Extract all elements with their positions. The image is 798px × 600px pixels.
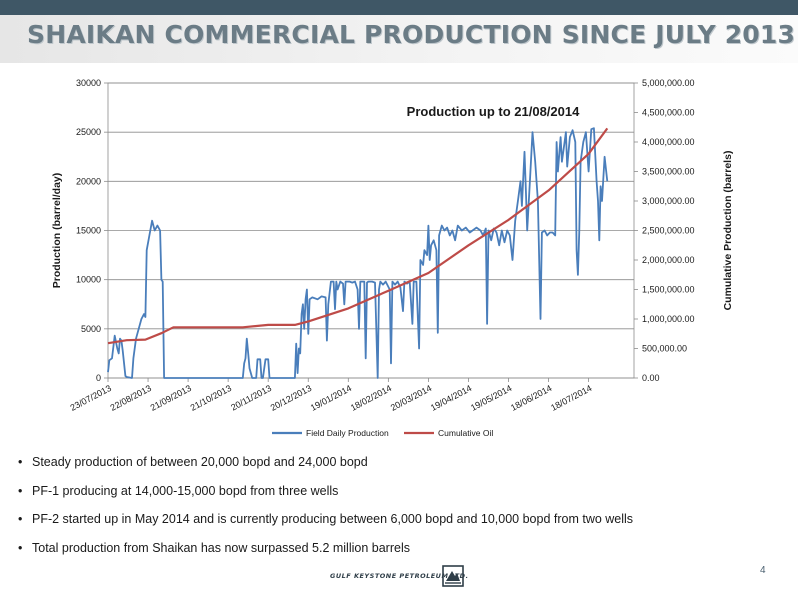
y2-tick-label: 0.00	[642, 373, 660, 383]
y2-tick-label: 4,000,000.00	[642, 137, 695, 147]
bullet-item: Total production from Shaikan has now su…	[18, 541, 778, 555]
x-tick-label: 18/07/2014	[549, 383, 593, 413]
chart-title: Production up to 21/08/2014	[407, 104, 580, 119]
logo-text: GULF KEYSTONE PETROLEUM LTD.	[330, 572, 469, 580]
slide-title: SHAIKAN COMMERCIAL PRODUCTION SINCE JULY…	[27, 20, 796, 49]
y-tick-label: 30000	[76, 78, 101, 88]
page-number: 4	[760, 565, 766, 576]
y2-tick-label: 1,500,000.00	[642, 285, 695, 295]
x-tick-label: 18/02/2014	[349, 383, 393, 413]
top-bar	[0, 0, 798, 15]
bullet-item: PF-1 producing at 14,000-15,000 bopd fro…	[18, 484, 778, 498]
y-tick-label: 10000	[76, 275, 101, 285]
keystone-logo-icon	[442, 565, 464, 587]
x-tick-label: 18/06/2014	[509, 383, 553, 413]
x-tick-label: 19/01/2014	[309, 383, 353, 413]
y-tick-label: 25000	[76, 127, 101, 137]
y2-tick-label: 3,000,000.00	[642, 196, 695, 206]
y2-axis-label: Cumulative Production (barrels)	[722, 151, 734, 311]
y2-tick-label: 5,000,000.00	[642, 78, 695, 88]
x-tick-label: 20/12/2013	[269, 383, 313, 413]
y-tick-label: 0	[96, 373, 101, 383]
x-tick-label: 21/10/2013	[189, 383, 233, 413]
y2-tick-label: 500,000.00	[642, 344, 687, 354]
y2-tick-label: 2,000,000.00	[642, 255, 695, 265]
y2-tick-label: 1,000,000.00	[642, 314, 695, 324]
x-tick-label: 19/05/2014	[469, 383, 513, 413]
legend-label: Field Daily Production	[306, 428, 389, 438]
y2-tick-label: 3,500,000.00	[642, 167, 695, 177]
x-tick-label: 22/08/2013	[109, 383, 153, 413]
series-line-cumulative-oil	[107, 127, 609, 345]
x-tick-label: 23/07/2013	[68, 383, 112, 413]
bullet-list: Steady production of between 20,000 bopd…	[18, 455, 778, 569]
series-line-field-daily-production	[107, 127, 609, 379]
legend-label: Cumulative Oil	[438, 428, 493, 438]
y2-tick-label: 4,500,000.00	[642, 108, 695, 118]
y2-tick-label: 2,500,000.00	[642, 226, 695, 236]
production-chart: 0 5000 10000 15000 20000 25000 30000 0.00 500,00…	[51, 78, 734, 438]
x-tick-label: 20/11/2013	[229, 383, 273, 413]
y-tick-label: 5000	[81, 324, 101, 334]
title-banner	[0, 15, 798, 63]
x-tick-label: 21/09/2013	[149, 383, 193, 413]
x-tick-label: 19/04/2014	[429, 383, 473, 413]
y-axis-label: Production (barrel/day)	[51, 173, 63, 289]
bullet-item: PF-2 started up in May 2014 and is curre…	[18, 512, 778, 526]
y-tick-label: 15000	[76, 226, 101, 236]
y-tick-label: 20000	[76, 176, 101, 186]
x-tick-label: 20/03/2014	[389, 383, 433, 413]
bullet-item: Steady production of between 20,000 bopd…	[18, 455, 778, 469]
